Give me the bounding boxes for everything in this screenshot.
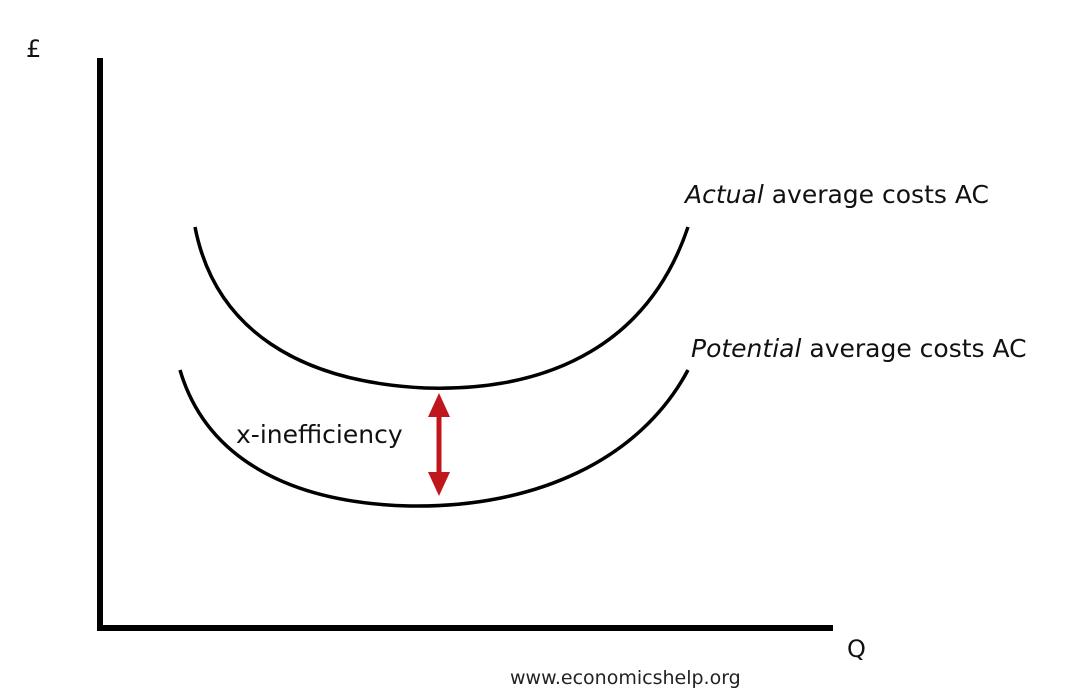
actual-average-cost-curve — [193, 226, 690, 390]
actual-curve-label-emphasis: Actual — [683, 180, 764, 209]
x-inefficiency-arrow — [428, 393, 450, 496]
x-inefficiency-label: x-inefficiency — [236, 420, 403, 449]
potential-curve-label-emphasis: Potential — [691, 334, 801, 363]
arrow-head-up — [428, 393, 450, 417]
potential-average-cost-curve — [178, 369, 690, 508]
potential-curve-label: Potential average costs AC — [691, 334, 1027, 363]
arrow-head-down — [428, 472, 450, 496]
y-axis-label: £ — [26, 35, 41, 63]
potential-curve-label-rest: average costs AC — [801, 334, 1026, 363]
actual-curve-label-rest: average costs AC — [764, 180, 989, 209]
x-axis-label: Q — [847, 635, 866, 663]
source-label: www.economicshelp.org — [510, 667, 741, 689]
actual-curve-label: Actual average costs AC — [683, 180, 989, 209]
